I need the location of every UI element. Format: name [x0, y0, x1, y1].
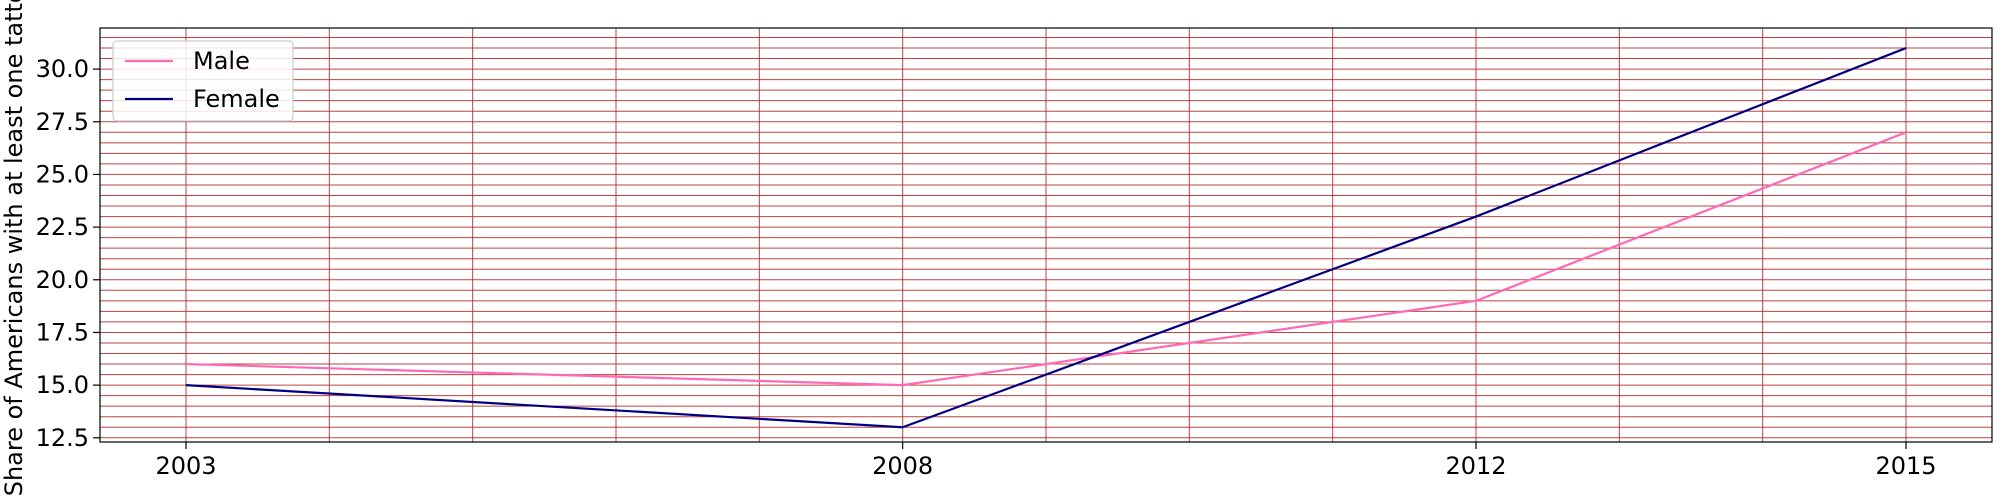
x-tick-label: 2003 [155, 452, 216, 480]
x-tick-label: 2012 [1445, 452, 1506, 480]
y-tick-label: 15.0 [36, 371, 89, 399]
series-line-female [185, 46, 1907, 429]
grid [100, 28, 1992, 442]
x-tick-label: 2008 [872, 452, 933, 480]
series-line-male [185, 131, 1907, 387]
plot-frame [99, 27, 1993, 443]
y-tick-label: 30.0 [36, 55, 89, 83]
y-tick-label: 22.5 [36, 213, 89, 241]
y-tick-label: 17.5 [36, 318, 89, 346]
series-lines [185, 46, 1907, 429]
legend: Male Female [112, 40, 294, 122]
y-tick-label: 12.5 [36, 424, 89, 452]
legend-label-female: Female [193, 85, 280, 113]
y-tick-label: 20.0 [36, 266, 89, 294]
y-tick-label: 27.5 [36, 108, 89, 136]
y-axis-title: Share of Americans with at least one tat… [0, 0, 28, 496]
y-tick-label: 25.0 [36, 160, 89, 188]
legend-label-male: Male [193, 47, 250, 75]
axis-ticks: 2003 2008 2012 2015 12.5 15.0 17.5 20.0 22.5 25.0… [36, 55, 1937, 480]
x-tick-label: 2015 [1875, 452, 1936, 480]
